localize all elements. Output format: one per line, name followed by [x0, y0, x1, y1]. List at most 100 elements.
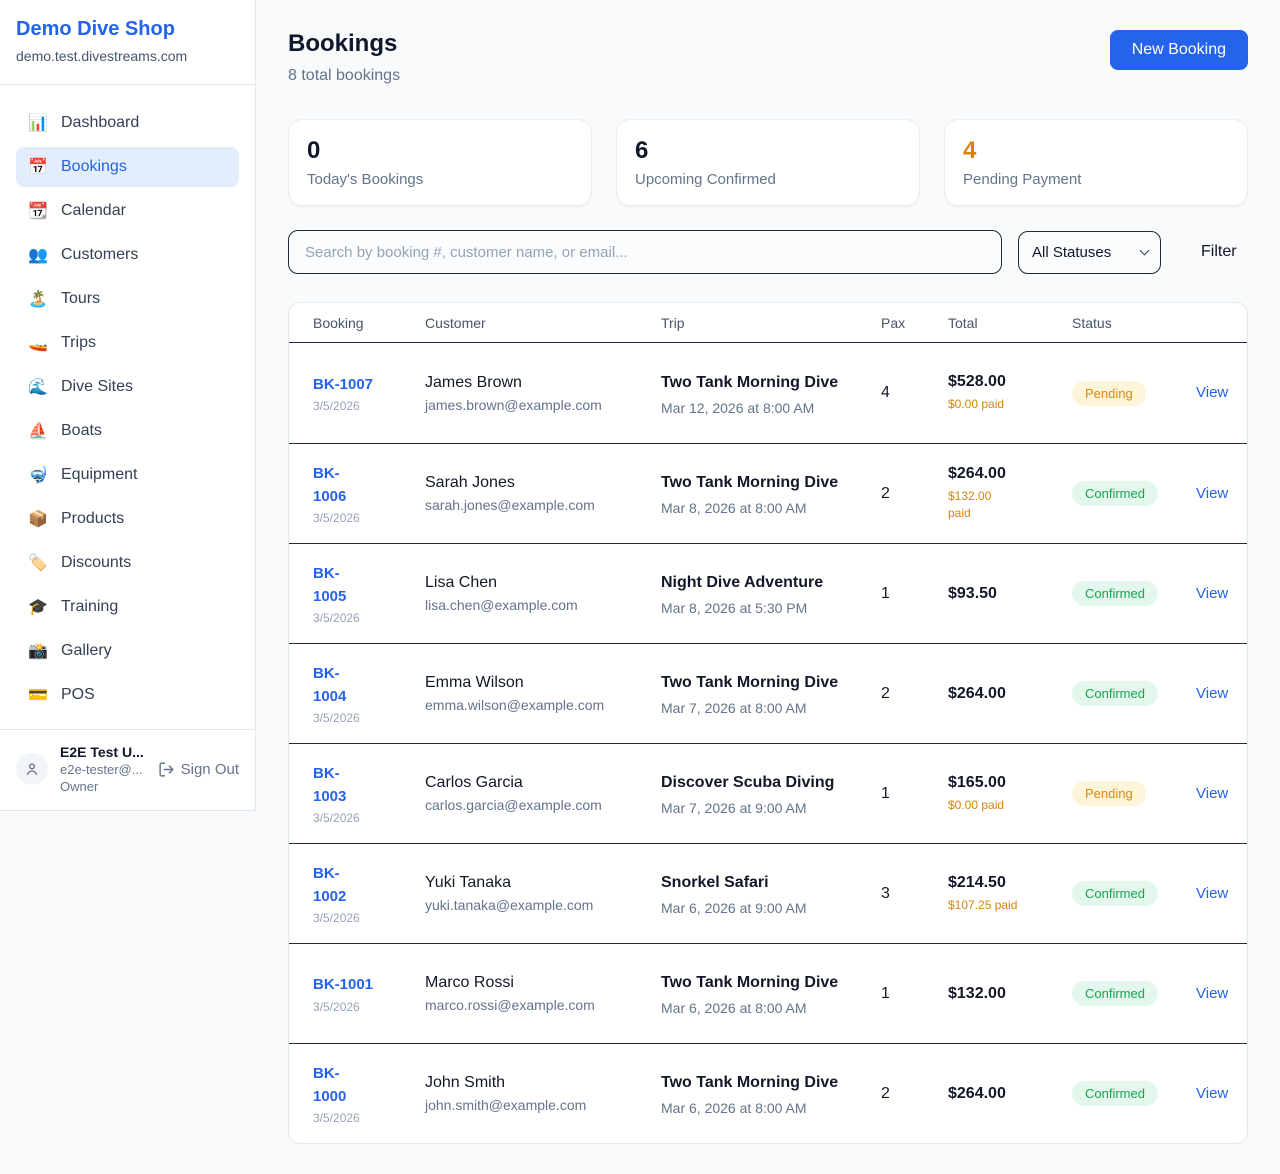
view-link[interactable]: View: [1196, 484, 1229, 502]
booking-date: 3/5/2026: [313, 1111, 360, 1126]
status-cell: Confirmed: [1072, 481, 1196, 506]
booking-id-link[interactable]: BK- 1002: [313, 864, 347, 905]
sidebar-item-dive-sites[interactable]: 🌊 Dive Sites: [16, 367, 239, 407]
sidebar-item-pos[interactable]: 💳 POS: [16, 675, 239, 715]
filter-button[interactable]: Filter: [1193, 237, 1245, 267]
view-link[interactable]: View: [1196, 384, 1229, 401]
search-input[interactable]: [288, 230, 1002, 274]
view-cell: View: [1196, 485, 1228, 503]
status-badge: Confirmed: [1072, 681, 1158, 706]
view-cell: View: [1196, 1085, 1228, 1103]
booking-id-link[interactable]: BK- 1006: [313, 464, 347, 505]
trip-cell: Night Dive Adventure Mar 8, 2026 at 5:30 …: [661, 571, 881, 616]
sidebar-item-discounts[interactable]: 🏷️ Discounts: [16, 543, 239, 583]
booking-cell: BK-1001 3/5/2026: [313, 973, 425, 1013]
customer-email: sarah.jones@example.com: [425, 497, 595, 513]
package-icon: 📦: [28, 511, 48, 528]
view-link[interactable]: View: [1196, 1084, 1229, 1102]
sign-out-button[interactable]: Sign Out: [158, 761, 239, 778]
stat-label: Pending Payment: [963, 171, 1082, 188]
view-link[interactable]: View: [1196, 884, 1229, 902]
trip-datetime: Mar 7, 2026 at 8:00 AM: [661, 700, 807, 716]
sidebar-item-training[interactable]: 🎓 Training: [16, 587, 239, 627]
booking-cell: BK- 1000 3/5/2026: [313, 1062, 425, 1126]
credit-card-icon: 💳: [28, 687, 48, 704]
sidebar-item-dashboard[interactable]: 📊 Dashboard: [16, 103, 239, 143]
sidebar-item-label: Trips: [61, 334, 96, 351]
sidebar-item-tours[interactable]: 🏝️ Tours: [16, 279, 239, 319]
table-body: BK-1007 3/5/2026 James Brown james.brown@ex…: [289, 343, 1247, 1143]
booking-date: 3/5/2026: [313, 611, 360, 626]
sidebar-item-customers[interactable]: 👥 Customers: [16, 235, 239, 275]
pax-value: 2: [881, 684, 890, 702]
chevron-down-icon: [1139, 245, 1150, 255]
sidebar-item-products[interactable]: 📦 Products: [16, 499, 239, 539]
customer-name: Emma Wilson: [425, 674, 524, 691]
booking-id-link[interactable]: BK- 1000: [313, 1064, 347, 1105]
status-badge: Pending: [1072, 781, 1146, 806]
trip-datetime: Mar 12, 2026 at 8:00 AM: [661, 399, 815, 416]
sidebar-item-label: Training: [61, 598, 119, 615]
brand: Demo Dive Shop demo.test.divestreams.com: [0, 0, 255, 84]
sidebar-item-equipment[interactable]: 🤿 Equipment: [16, 455, 239, 495]
table-header-row: Booking Customer Trip Pax Total Status: [289, 303, 1247, 343]
booking-date: 3/5/2026: [313, 911, 360, 926]
customer-email: emma.wilson@example.com: [425, 697, 605, 713]
view-link[interactable]: View: [1196, 684, 1229, 702]
total-cell: $528.00 $0.00 paid: [948, 373, 1072, 413]
customer-name: John Smith: [425, 1074, 506, 1091]
customer-email: yuki.tanaka@example.com: [425, 897, 594, 913]
speedboat-icon: 🚤: [28, 335, 48, 352]
column-header-pax: Pax: [881, 314, 906, 331]
sidebar-item-trips[interactable]: 🚤 Trips: [16, 323, 239, 363]
booking-id-link[interactable]: BK- 1004: [313, 664, 347, 705]
booking-id-link[interactable]: BK- 1003: [313, 764, 347, 805]
customer-name: Carlos Garcia: [425, 774, 523, 791]
page-header: Bookings 8 total bookings New Booking: [288, 30, 1248, 85]
paid-value: $107.25 paid: [948, 897, 1018, 912]
trip-cell: Discover Scuba Diving Mar 7, 2026 at 9:00…: [661, 771, 881, 816]
avatar: [16, 753, 48, 785]
sidebar-item-label: Gallery: [61, 642, 112, 659]
bookings-table: Booking Customer Trip Pax Total Status BK-100…: [288, 302, 1248, 1144]
sidebar-item-calendar[interactable]: 📆 Calendar: [16, 191, 239, 231]
sidebar-item-label: Discounts: [61, 554, 132, 571]
customer-cell: John Smith john.smith@example.com: [425, 1074, 661, 1113]
sidebar-item-label: Tours: [61, 290, 101, 307]
status-cell: Confirmed: [1072, 1081, 1196, 1106]
island-icon: 🏝️: [28, 291, 48, 308]
booking-date: 3/5/2026: [313, 811, 360, 826]
booking-id-link[interactable]: BK- 1005: [313, 564, 347, 605]
status-select[interactable]: All Statuses: [1018, 230, 1161, 274]
graduation-cap-icon: 🎓: [28, 599, 48, 616]
table-row: BK- 1000 3/5/2026 John Smith john.smith@exam…: [289, 1043, 1247, 1143]
view-cell: View: [1196, 685, 1228, 703]
view-cell: View: [1196, 585, 1228, 603]
stat-value: 4: [963, 137, 977, 164]
view-link[interactable]: View: [1196, 584, 1229, 602]
column-header-customer: Customer: [425, 314, 486, 331]
view-link[interactable]: View: [1196, 784, 1229, 802]
sidebar-item-label: Boats: [61, 422, 102, 439]
sidebar-item-bookings[interactable]: 📅 Bookings: [16, 147, 239, 187]
user-name: E2E Test U...: [60, 744, 144, 760]
customer-cell: Sarah Jones sarah.jones@example.com: [425, 474, 661, 513]
sidebar-item-boats[interactable]: ⛵ Boats: [16, 411, 239, 451]
status-cell: Confirmed: [1072, 681, 1196, 706]
trip-cell: Two Tank Morning Dive Mar 12, 2026 at 8:0…: [661, 371, 881, 416]
customer-cell: Lisa Chen lisa.chen@example.com: [425, 574, 661, 613]
customer-name: Lisa Chen: [425, 574, 498, 591]
paid-value: $0.00 paid: [948, 797, 1005, 812]
booking-id-link[interactable]: BK-1007: [313, 375, 374, 393]
sidebar-item-label: Equipment: [61, 466, 138, 483]
new-booking-button[interactable]: New Booking: [1109, 30, 1248, 70]
sidebar-item-gallery[interactable]: 📸 Gallery: [16, 631, 239, 671]
total-cell: $264.00: [948, 1085, 1072, 1103]
view-cell: View: [1196, 985, 1228, 1003]
trip-cell: Snorkel Safari Mar 6, 2026 at 9:00 AM: [661, 871, 881, 916]
booking-id-link[interactable]: BK-1001: [313, 976, 374, 994]
booking-cell: BK- 1005 3/5/2026: [313, 562, 425, 626]
view-link[interactable]: View: [1196, 984, 1229, 1002]
diving-mask-icon: 🤿: [28, 467, 48, 484]
tear-off-calendar-icon: 📆: [28, 203, 48, 220]
